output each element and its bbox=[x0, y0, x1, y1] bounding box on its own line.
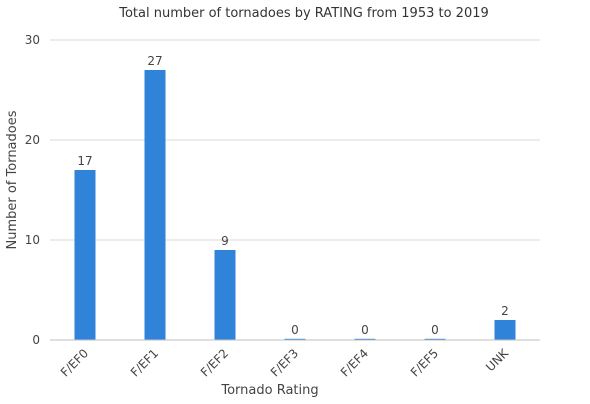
x-tick-label: F/EF3 bbox=[268, 346, 301, 379]
y-tick-label: 10 bbox=[25, 233, 40, 247]
y-axis-label: Number of Tornadoes bbox=[5, 110, 20, 249]
data-label: 2 bbox=[501, 304, 509, 318]
bar bbox=[144, 70, 166, 340]
x-axis-ticks: F/EF0 F/EF1 F/EF2 F/EF3 F/EF4 F/EF5 UNK bbox=[58, 345, 512, 379]
chart-title: Total number of tornadoes by RATING from… bbox=[118, 6, 489, 21]
x-tick-label: F/EF0 bbox=[58, 346, 91, 379]
x-tick-label: F/EF5 bbox=[408, 346, 441, 379]
gridlines bbox=[50, 39, 540, 241]
data-label: 27 bbox=[147, 54, 162, 68]
x-tick-label: UNK bbox=[483, 345, 512, 374]
bar bbox=[354, 338, 376, 340]
x-tick-label: F/EF1 bbox=[128, 346, 161, 379]
y-tick-label: 0 bbox=[32, 333, 40, 347]
bar bbox=[424, 338, 446, 340]
data-label: 17 bbox=[77, 154, 92, 168]
bar bbox=[284, 338, 306, 340]
x-axis-label: Tornado Rating bbox=[220, 383, 318, 398]
bar bbox=[74, 170, 96, 340]
bar bbox=[494, 320, 516, 340]
x-tick-label: F/EF4 bbox=[338, 346, 371, 379]
y-tick-label: 20 bbox=[25, 133, 40, 147]
data-label: 0 bbox=[291, 323, 299, 337]
data-label: 0 bbox=[431, 323, 439, 337]
bars bbox=[74, 70, 516, 340]
x-tick-label: F/EF2 bbox=[198, 346, 231, 379]
y-tick-label: 30 bbox=[25, 33, 40, 47]
data-labels: 17 27 9 0 0 0 2 bbox=[77, 54, 508, 337]
data-label: 0 bbox=[361, 323, 369, 337]
data-label: 9 bbox=[221, 234, 229, 248]
y-axis-ticks: 0 10 20 30 bbox=[25, 33, 40, 347]
bar bbox=[214, 250, 236, 340]
